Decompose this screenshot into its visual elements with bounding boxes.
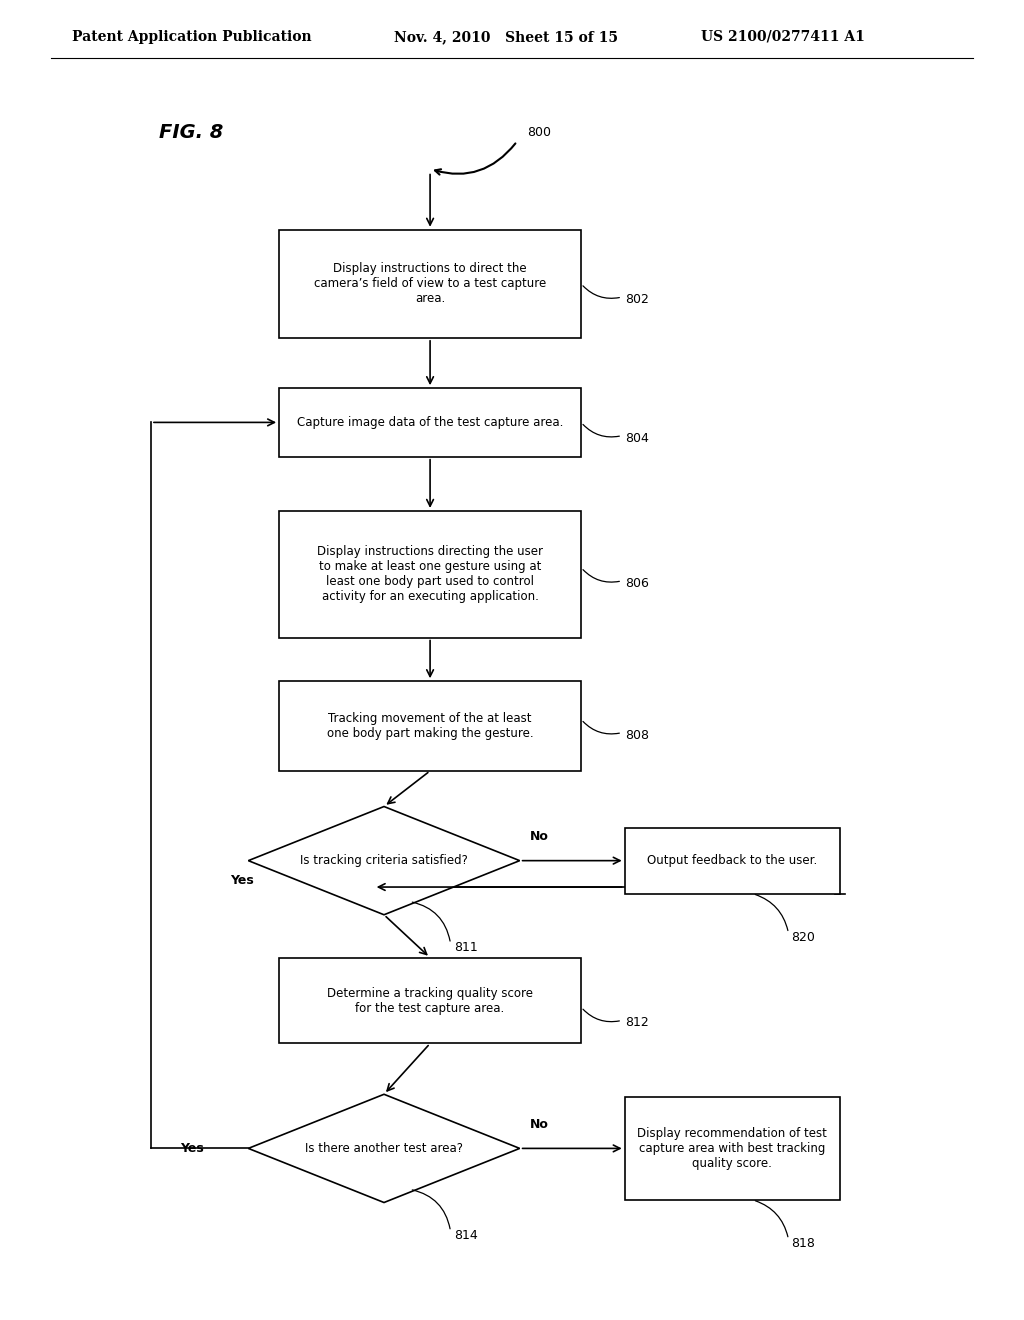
Text: Output feedback to the user.: Output feedback to the user.: [647, 854, 817, 867]
Text: US 2100/0277411 A1: US 2100/0277411 A1: [701, 30, 865, 44]
Text: Is tracking criteria satisfied?: Is tracking criteria satisfied?: [300, 854, 468, 867]
Text: Display recommendation of test
capture area with best tracking
quality score.: Display recommendation of test capture a…: [637, 1127, 827, 1170]
Text: Determine a tracking quality score
for the test capture area.: Determine a tracking quality score for t…: [327, 986, 534, 1015]
Text: 800: 800: [527, 125, 551, 139]
Text: 802: 802: [625, 293, 649, 306]
FancyBboxPatch shape: [279, 681, 581, 771]
Text: Display instructions to direct the
camera’s field of view to a test capture
area: Display instructions to direct the camer…: [314, 263, 546, 305]
FancyBboxPatch shape: [625, 1097, 840, 1200]
Text: Yes: Yes: [180, 1142, 204, 1155]
Polygon shape: [248, 1094, 520, 1203]
FancyBboxPatch shape: [279, 388, 581, 457]
FancyBboxPatch shape: [279, 511, 581, 638]
Text: Capture image data of the test capture area.: Capture image data of the test capture a…: [297, 416, 563, 429]
Text: Patent Application Publication: Patent Application Publication: [72, 30, 311, 44]
Text: 818: 818: [792, 1237, 815, 1250]
Text: No: No: [530, 830, 549, 843]
FancyBboxPatch shape: [279, 230, 581, 338]
Text: 811: 811: [454, 941, 477, 954]
Text: Yes: Yes: [229, 874, 254, 887]
Text: No: No: [530, 1118, 549, 1131]
Text: 806: 806: [625, 577, 649, 590]
Text: Display instructions directing the user
to make at least one gesture using at
le: Display instructions directing the user …: [317, 545, 543, 603]
Text: Is there another test area?: Is there another test area?: [305, 1142, 463, 1155]
Text: 808: 808: [625, 729, 649, 742]
Text: FIG. 8: FIG. 8: [159, 123, 223, 141]
Text: Tracking movement of the at least
one body part making the gesture.: Tracking movement of the at least one bo…: [327, 711, 534, 741]
Text: 812: 812: [625, 1016, 649, 1030]
Polygon shape: [248, 807, 520, 915]
Text: 820: 820: [792, 931, 815, 944]
Text: 804: 804: [625, 432, 649, 445]
FancyBboxPatch shape: [625, 828, 840, 894]
Text: Nov. 4, 2010   Sheet 15 of 15: Nov. 4, 2010 Sheet 15 of 15: [394, 30, 618, 44]
FancyBboxPatch shape: [279, 958, 581, 1043]
Text: 814: 814: [454, 1229, 477, 1242]
